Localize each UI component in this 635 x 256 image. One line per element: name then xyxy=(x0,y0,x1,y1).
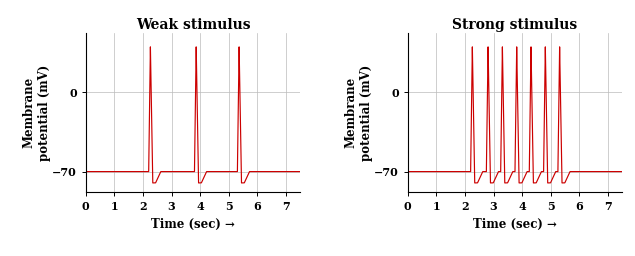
X-axis label: Time (sec) →: Time (sec) → xyxy=(473,218,557,231)
Y-axis label: Membrane
potential (mV): Membrane potential (mV) xyxy=(345,65,373,161)
Title: Weak stimulus: Weak stimulus xyxy=(136,18,250,32)
Y-axis label: Membrane
potential (mV): Membrane potential (mV) xyxy=(23,65,51,161)
X-axis label: Time (sec) →: Time (sec) → xyxy=(151,218,235,231)
Title: Strong stimulus: Strong stimulus xyxy=(452,18,578,32)
